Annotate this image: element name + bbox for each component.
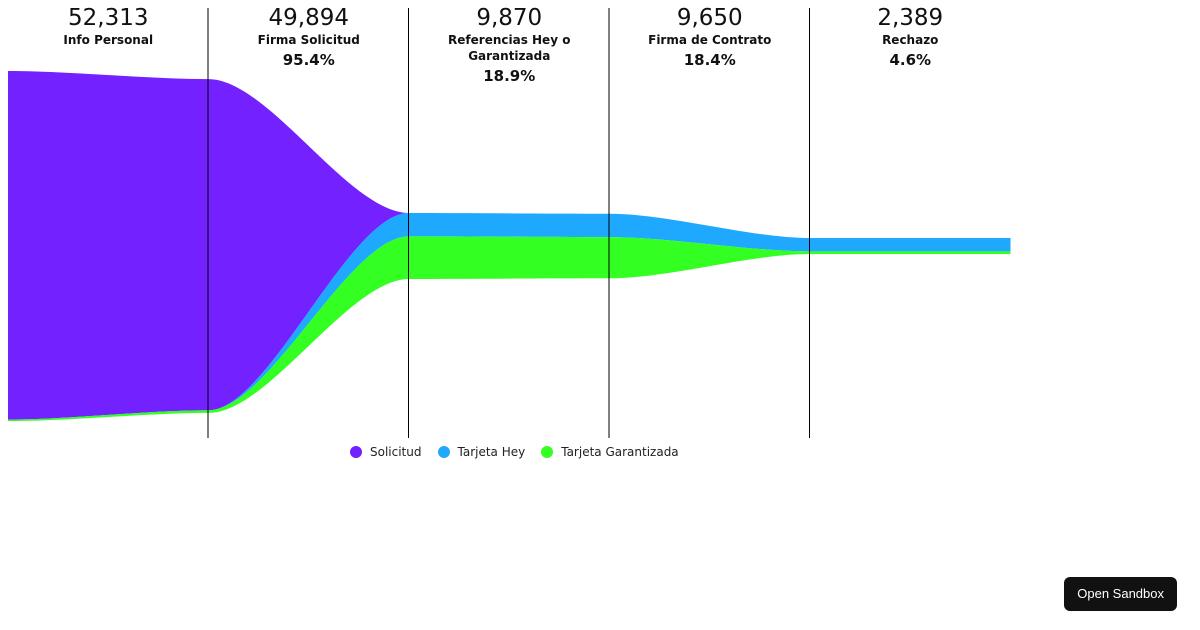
open-sandbox-button[interactable]: Open Sandbox <box>1064 577 1177 611</box>
stage-header-5: 2,389 Rechazo 4.6% <box>822 4 999 70</box>
stage-header-4: 9,650 Firma de Contrato 18.4% <box>622 4 799 70</box>
legend-dot-tarjeta-garantizada <box>541 446 554 458</box>
stage-header-3: 9,870 Referencias Hey o Garantizada 18.9% <box>421 4 598 86</box>
funnel-area-solicitud[interactable] <box>8 71 1011 420</box>
stage-percent: 18.4% <box>683 51 736 69</box>
stage-percent: 95.4% <box>282 51 335 69</box>
stage-percent: 18.9% <box>483 67 536 85</box>
legend-item-solicitud[interactable]: Solicitud <box>350 445 422 459</box>
legend-item-tarjeta-garantizada[interactable]: Tarjeta Garantizada <box>541 445 679 459</box>
legend-item-tarjeta-hey[interactable]: Tarjeta Hey <box>437 445 526 459</box>
stage-count: 2,389 <box>877 5 944 31</box>
stage-header-2: 49,894 Firma Solicitud 95.4% <box>221 4 398 70</box>
stage-count: 9,650 <box>676 5 743 31</box>
stage-name: Referencias Hey o Garantizada <box>448 33 571 63</box>
stage-name: Firma de Contrato <box>648 33 772 47</box>
stage-name: Rechazo <box>882 33 939 47</box>
legend-dot-solicitud <box>350 446 362 458</box>
legend-dot-tarjeta-hey <box>437 446 450 458</box>
legend: Solicitud Tarjeta Hey Tarjeta Garantizad… <box>350 445 679 459</box>
stage-name: Firma Solicitud <box>257 33 360 47</box>
legend-label-tarjeta-garantizada: Tarjeta Garantizada <box>561 445 679 459</box>
stage-percent: 4.6% <box>889 51 932 69</box>
legend-label-solicitud: Solicitud <box>370 445 422 459</box>
stage-header-1: 52,313 Info Personal <box>20 4 197 48</box>
stage-count: 52,313 <box>68 5 149 31</box>
stage-name: Info Personal <box>63 33 154 47</box>
funnel-area-tarjeta-garantizada[interactable] <box>8 236 1011 421</box>
stage-count: 9,870 <box>476 5 543 31</box>
stage-count: 49,894 <box>268 5 349 31</box>
legend-label-tarjeta-hey: Tarjeta Hey <box>457 445 526 459</box>
